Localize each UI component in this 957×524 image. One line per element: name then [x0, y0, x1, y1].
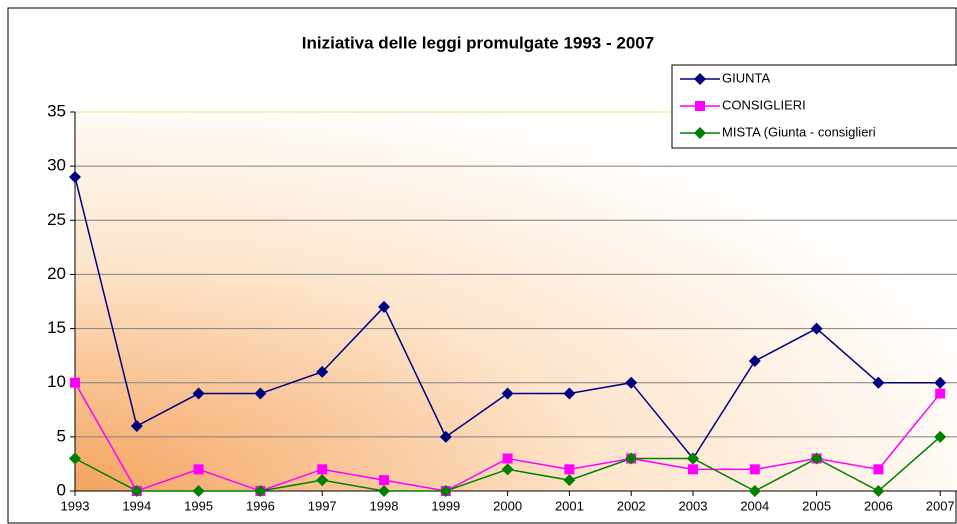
- marker: [254, 485, 267, 497]
- marker: [502, 453, 513, 464]
- marker: [192, 387, 205, 400]
- marker: [317, 464, 328, 475]
- marker: [193, 464, 204, 475]
- x-tick-label: 2003: [679, 498, 708, 513]
- y-tick-label: 5: [57, 426, 66, 445]
- marker: [934, 376, 947, 389]
- marker: [873, 464, 884, 475]
- marker: [130, 485, 143, 497]
- marker: [872, 376, 885, 389]
- x-tick-label: 2007: [926, 498, 955, 513]
- marker: [439, 430, 452, 443]
- y-tick-label: 15: [47, 318, 66, 337]
- y-tick-label: 10: [47, 372, 66, 391]
- marker: [439, 485, 452, 497]
- y-tick-label: 20: [47, 264, 66, 283]
- legend-label: GIUNTA: [722, 70, 770, 85]
- marker: [316, 474, 329, 487]
- plot-area: [75, 112, 957, 491]
- marker: [69, 452, 81, 465]
- marker: [748, 485, 761, 497]
- marker: [694, 127, 706, 139]
- marker: [872, 485, 885, 497]
- y-tick-label: 30: [47, 156, 66, 175]
- marker: [748, 355, 761, 368]
- marker: [563, 474, 576, 487]
- x-tick-label: 1997: [308, 498, 337, 513]
- marker: [564, 464, 575, 475]
- x-tick-label: 1998: [370, 498, 399, 513]
- marker: [695, 101, 705, 111]
- marker: [378, 485, 390, 497]
- marker: [749, 464, 760, 475]
- y-tick-label: 0: [57, 480, 66, 499]
- marker: [810, 452, 823, 465]
- x-tick-label: 1995: [184, 498, 213, 513]
- x-tick-label: 2006: [864, 498, 893, 513]
- marker: [934, 430, 947, 443]
- marker: [501, 387, 514, 400]
- marker: [69, 170, 81, 183]
- marker: [316, 365, 329, 378]
- x-tick-label: 1993: [61, 498, 90, 513]
- marker: [254, 387, 267, 400]
- marker: [378, 300, 390, 313]
- legend-label: CONSIGLIERI: [722, 97, 806, 112]
- x-tick-label: 1999: [431, 498, 460, 513]
- x-tick-label: 2000: [493, 498, 522, 513]
- marker: [810, 322, 823, 335]
- marker: [70, 377, 80, 388]
- x-tick-label: 2001: [555, 498, 584, 513]
- x-tick-label: 1994: [122, 498, 151, 513]
- marker: [687, 452, 699, 465]
- chart-title: Iniziativa delle leggi promulgate 1993 -…: [302, 33, 654, 52]
- marker: [563, 387, 576, 400]
- marker: [501, 463, 514, 476]
- x-tick-label: 2005: [802, 498, 831, 513]
- x-tick-label: 2002: [617, 498, 646, 513]
- marker: [935, 388, 946, 399]
- marker: [694, 73, 706, 85]
- y-tick-label: 25: [47, 210, 66, 229]
- x-tick-label: 1996: [246, 498, 275, 513]
- marker: [625, 452, 638, 465]
- marker: [130, 420, 143, 433]
- legend-label: MISTA (Giunta - consiglieri: [722, 124, 876, 139]
- marker: [379, 475, 389, 486]
- marker: [192, 485, 205, 497]
- x-tick-label: 2004: [740, 498, 769, 513]
- marker: [688, 464, 698, 475]
- y-tick-label: 35: [47, 101, 66, 120]
- marker: [625, 376, 638, 389]
